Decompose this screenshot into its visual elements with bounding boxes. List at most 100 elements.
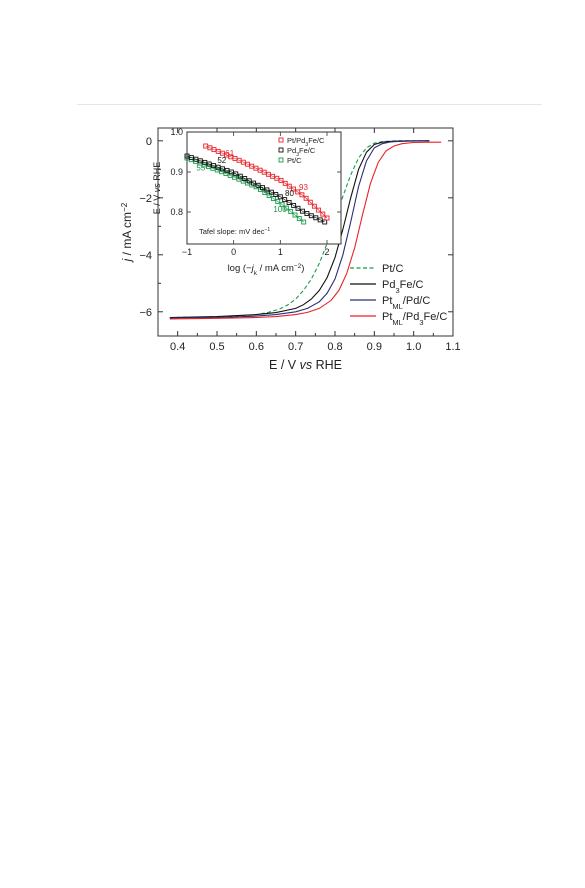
- inset-legend-label: Pt/Pd3Fe/C: [287, 136, 325, 148]
- text-part: Pt/C: [287, 156, 302, 165]
- legend-label: Pd3Fe/C: [382, 279, 424, 295]
- text-part: Fe/C: [299, 146, 316, 155]
- data-point: [188, 155, 194, 161]
- data-point: [308, 213, 314, 219]
- text-part: ML: [392, 318, 402, 327]
- text-part: Pt/C: [382, 263, 403, 275]
- text-part: −2: [294, 263, 302, 270]
- data-point: [295, 189, 301, 195]
- text-part: /Pd: [403, 311, 420, 323]
- data-point: [282, 180, 288, 186]
- inset-legend-label: Pt/C: [287, 156, 302, 165]
- text-part: j: [250, 263, 255, 274]
- text-part: j: [120, 258, 134, 263]
- data-point: [307, 199, 313, 205]
- text-part: −2: [120, 202, 129, 212]
- inset-x-tick-label: 1: [278, 247, 283, 257]
- inset-x-tick-label: 0: [231, 247, 236, 257]
- slope-label: 55: [196, 163, 205, 172]
- text-part: / mA cm: [257, 263, 294, 274]
- data-point: [286, 200, 292, 205]
- text-part: 3: [305, 142, 308, 148]
- x-tick-label: 0.7: [288, 341, 303, 353]
- x-tick-label: 0.9: [367, 341, 382, 353]
- data-point: [324, 215, 330, 221]
- data-point: [320, 211, 326, 217]
- data-point: [279, 202, 285, 208]
- inset-chart: 61 93 52 80 55 100 −1 0 1 2 0.8 0.9 1.0 log (−jk / mA…: [152, 127, 342, 277]
- data-point: [220, 166, 225, 172]
- text-part: 3: [395, 286, 399, 295]
- inset-annotation: Tafel slope: mV dec−1: [199, 227, 270, 236]
- y-tick-label: −4: [139, 250, 152, 262]
- data-point: [251, 180, 257, 186]
- inset-legend-marker: [278, 137, 284, 143]
- text-part: E / V: [152, 192, 162, 214]
- x-tick-label: 1.1: [445, 341, 460, 353]
- data-point: [277, 194, 283, 200]
- x-tick-label: 0.8: [327, 341, 342, 353]
- text-part: vs: [300, 358, 313, 372]
- series-line: [169, 140, 430, 319]
- data-point: [291, 202, 297, 208]
- inset-y-axis-label-group: E / V vs RHE: [152, 162, 162, 215]
- inset-y-tick-label: 1.0: [170, 127, 183, 137]
- text-part: k: [254, 270, 258, 277]
- legend-label: PtML/Pd3Fe/C: [382, 311, 447, 327]
- slope-label: 93: [299, 183, 308, 192]
- text-part: Fe/C: [308, 136, 325, 145]
- data-point: [288, 209, 294, 215]
- data-point: [286, 183, 292, 189]
- text-part: /Pd/C: [403, 295, 431, 307]
- x-axis-label: E / V vs RHE: [269, 358, 342, 372]
- text-part: −1: [264, 227, 270, 233]
- page-rule: [77, 104, 542, 105]
- text-part: ): [301, 263, 304, 274]
- data-point: [278, 177, 284, 183]
- y-tick-label: 0: [146, 136, 152, 148]
- text-part: vs: [152, 183, 162, 193]
- text-part: 3: [296, 152, 299, 158]
- data-point: [211, 163, 217, 169]
- data-point: [299, 192, 305, 198]
- inset-y-axis-label: E / V vs RHE: [152, 162, 162, 215]
- data-point: [296, 216, 302, 221]
- text-part: 3: [419, 318, 423, 327]
- x-tick-label: 0.4: [170, 341, 185, 353]
- slope-label: 52: [217, 156, 226, 165]
- inset-y-tick-label: 0.9: [170, 167, 183, 177]
- text-part: Fe/C: [400, 279, 424, 291]
- text-part: ML: [392, 302, 402, 311]
- slope-label: 80: [285, 189, 294, 198]
- text-part: RHE: [312, 358, 342, 372]
- data-point: [303, 195, 309, 201]
- series-line: [169, 141, 442, 320]
- text-part: RHE: [152, 162, 162, 184]
- legend-label: Pt/C: [382, 263, 403, 275]
- fit-line: [205, 145, 328, 219]
- x-tick-label: 0.6: [249, 341, 264, 353]
- data-point: [301, 219, 307, 225]
- inset-legend-label: Pd3Fe/C: [287, 146, 316, 158]
- data-point: [282, 197, 288, 203]
- data-point: [275, 198, 281, 204]
- inset-legend-marker: [278, 157, 284, 163]
- data-point: [273, 192, 279, 197]
- inset-frame: [186, 131, 342, 245]
- data-point: [264, 187, 270, 193]
- y-axis-label-group: j / mA cm−2: [120, 202, 135, 263]
- text-part: Pt/Pd: [287, 136, 305, 145]
- data-point: [317, 217, 323, 223]
- y-tick-label: −6: [139, 307, 152, 319]
- slope-label: 100: [273, 205, 287, 214]
- data-point: [283, 205, 289, 211]
- text-part: Pd: [382, 279, 395, 291]
- data-point: [291, 186, 296, 192]
- series-line: [169, 140, 430, 319]
- text-part: Tafel slope: mV dec: [199, 227, 265, 236]
- main-chart: 0.4 0.5 0.6 0.7 0.8 0.9 1.0 1.1 0 −2 −4 −6 E / V vs …: [120, 127, 461, 372]
- text-part: E / V: [269, 358, 300, 372]
- text-part: Pt: [382, 295, 392, 307]
- y-axis-label: j / mA cm−2: [120, 202, 135, 263]
